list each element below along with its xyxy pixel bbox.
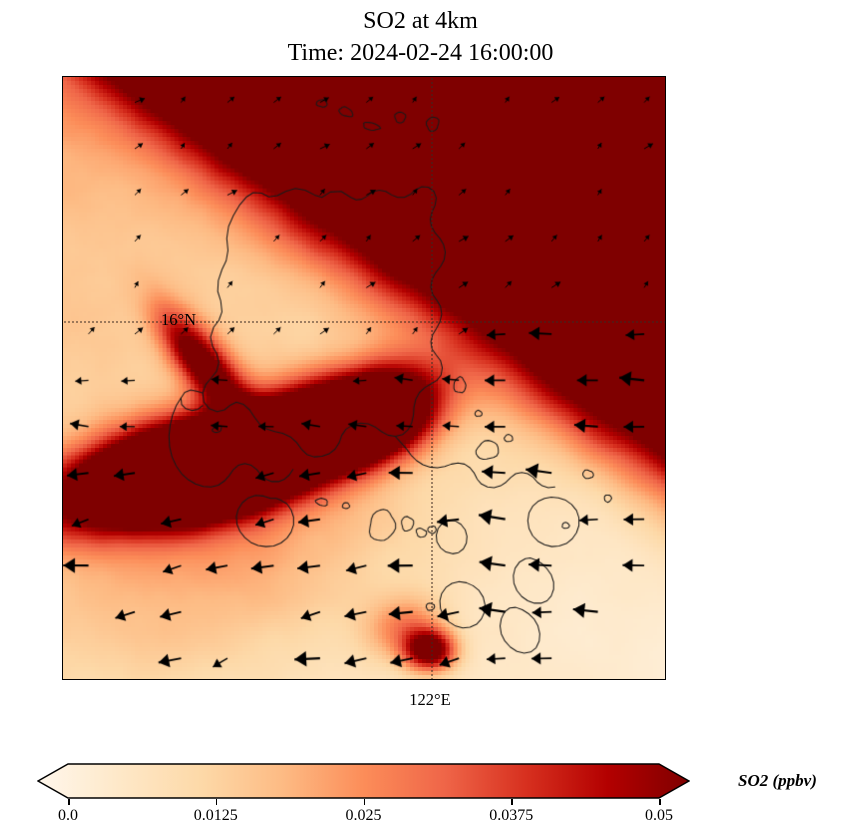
colorbar-tick-label-0: 0.0	[58, 807, 78, 824]
tick-label-latitude-16n: 16°N	[160, 310, 196, 329]
colorbar-tick-mark	[68, 799, 70, 805]
wind-vector-overlay	[63, 77, 665, 679]
colorbar: 0.0 0.0125 0.025 0.0375 0.05	[37, 763, 690, 824]
tick-label-longitude-122e: 122°E	[409, 690, 451, 709]
colorbar-tick-mark	[511, 799, 513, 805]
colorbar-tick-mark	[659, 799, 661, 805]
colorbar-tick-label-2: 0.025	[345, 807, 382, 824]
colorbar-tick-label-4: 0.05	[645, 807, 673, 824]
page-title: SO2 at 4km Time: 2024-02-24 16:00:00	[287, 8, 554, 66]
colorbar-tick-label-1: 0.0125	[193, 807, 238, 824]
colorbar-tick-mark	[363, 799, 365, 805]
map-plot-area	[62, 76, 666, 680]
tick-mark-latitude-16n	[62, 321, 63, 323]
colorbar-tick-mark	[215, 799, 218, 805]
colorbar-axis-label: SO2 (ppbv)	[738, 771, 817, 790]
colorbar-gradient	[37, 763, 690, 799]
colorbar-tick-label-3: 0.0375	[489, 807, 534, 824]
